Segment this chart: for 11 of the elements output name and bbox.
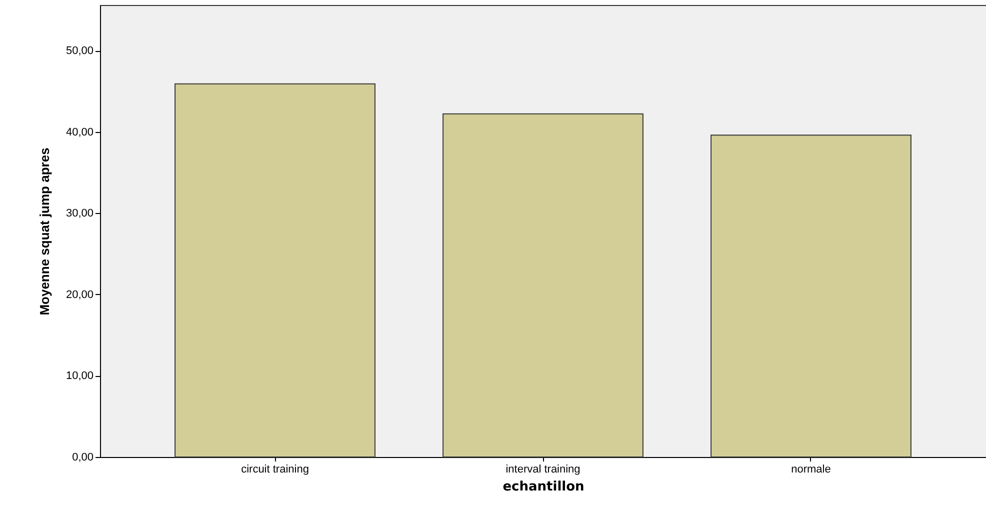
y-tick-label: 40,00	[66, 126, 94, 138]
y-tick-label: 50,00	[66, 45, 94, 58]
y-axis-title: Moyenne squat jump apres	[36, 148, 52, 316]
x-tick-label: circuit training	[241, 464, 309, 476]
x-tick-label: normale	[791, 464, 831, 476]
y-tick-label: 10,00	[66, 370, 94, 382]
x-tick-label: interval training	[506, 464, 580, 476]
y-tick-label: 0,00	[72, 452, 94, 464]
y-tick-label: 20,00	[66, 288, 94, 301]
y-tick-label: 30,00	[66, 208, 94, 220]
x-axis-title: echantillon	[502, 480, 584, 494]
